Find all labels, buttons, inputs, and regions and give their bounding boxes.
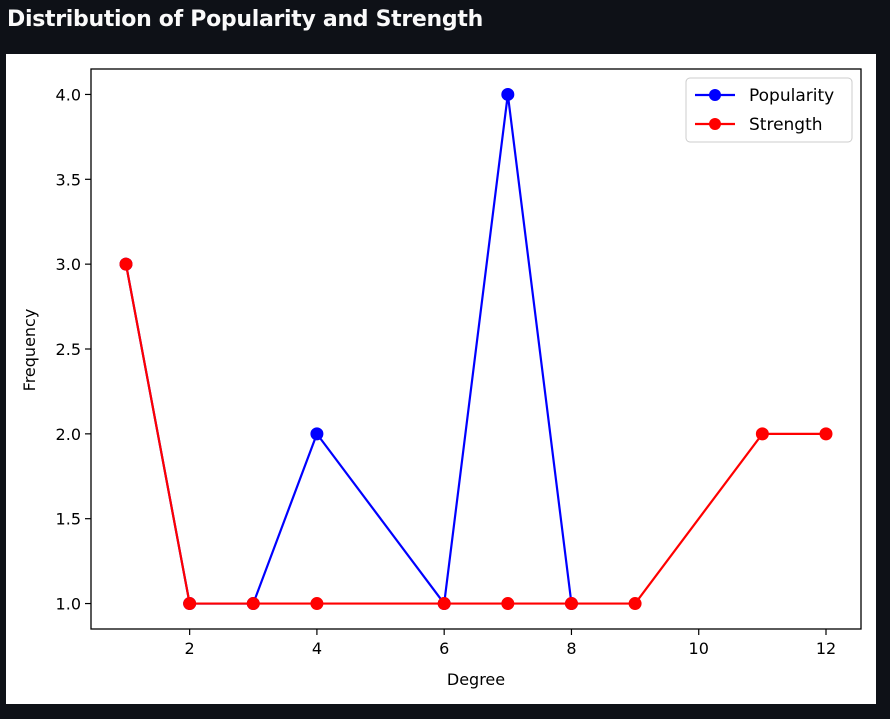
data-point-s1-4 [437,597,451,611]
data-point-s1-8 [755,427,769,441]
x-tick-label-5: 12 [816,639,836,658]
legend-marker-0 [709,89,721,101]
line-chart: 2 4 6 8 10 12 1.0 1.5 2.0 2.5 3.0 3.5 4.0 Degree Fr… [20,68,862,689]
x-axis-label: Degree [447,670,505,689]
series-1 [119,257,833,611]
y-axis: 1.0 1.5 2.0 2.5 3.0 3.5 4.0 [56,85,91,614]
y-tick-label-5: 3.5 [56,170,81,189]
legend: Popularity Strength [685,77,853,143]
y-tick-label-1: 1.5 [56,510,81,529]
data-point-s1-0 [119,257,133,271]
y-tick-label-0: 1.0 [56,595,81,614]
legend-label-0: Popularity [749,86,834,106]
chart-figure: 2 4 6 8 10 12 1.0 1.5 2.0 2.5 3.0 3.5 4.0 Degree Fr… [6,54,876,704]
legend-label-1: Strength [749,115,823,135]
y-axis-label: Frequency [20,309,39,392]
data-point-s0-3 [310,427,324,441]
y-tick-label-6: 4.0 [56,85,81,104]
series-layer [119,87,833,611]
x-tick-label-0: 2 [185,639,195,658]
data-point-s1-6 [564,597,578,611]
y-tick-label-4: 3.0 [56,255,81,274]
y-tick-label-3: 2.5 [56,340,81,359]
y-tick-label-2: 2.0 [56,425,81,444]
x-tick-label-3: 8 [566,639,576,658]
data-point-s1-9 [819,427,833,441]
x-tick-label-2: 6 [439,639,449,658]
page-title: Distribution of Popularity and Strength [7,7,483,32]
x-tick-label-4: 10 [689,639,709,658]
data-point-s1-2 [246,597,260,611]
x-axis: 2 4 6 8 10 12 [185,629,836,658]
series-line-1 [124,263,828,605]
legend-marker-1 [709,118,721,130]
data-point-s1-1 [183,597,197,611]
data-point-s0-5 [501,87,515,101]
data-point-s1-3 [310,597,324,611]
data-point-s1-7 [628,597,642,611]
x-tick-label-1: 4 [312,639,322,658]
data-point-s1-5 [501,597,515,611]
